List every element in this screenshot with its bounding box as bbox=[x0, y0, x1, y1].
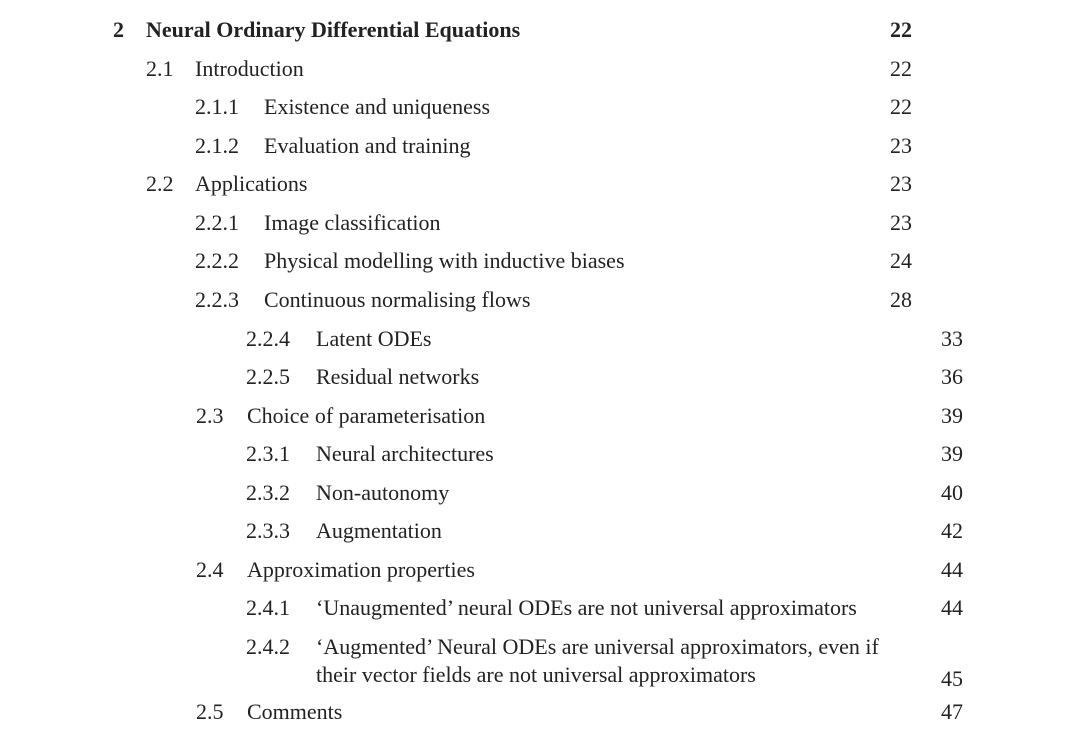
entry-page: 40 bbox=[941, 480, 963, 505]
entry-title: Continuous normalising flows bbox=[264, 287, 531, 312]
toc-entry-2-4[interactable]: 2.4 Approximation properties 44 bbox=[196, 556, 963, 584]
toc-entry-2-5[interactable]: 2.5 Comments 47 bbox=[196, 698, 963, 726]
entry-title: Comments bbox=[247, 699, 343, 724]
entry-page: 23 bbox=[890, 171, 912, 196]
chapter-page: 22 bbox=[890, 17, 912, 42]
entry-number: 2.2.4 bbox=[246, 326, 290, 351]
entry-number: 2.1.2 bbox=[195, 133, 239, 158]
entry-number: 2.4.1 bbox=[246, 595, 290, 620]
chapter-title: Neural Ordinary Differential Equations bbox=[146, 17, 521, 42]
entry-title: Applications bbox=[195, 171, 308, 196]
entry-page: 24 bbox=[890, 248, 912, 273]
entry-page: 44 bbox=[941, 595, 963, 620]
dot-leader bbox=[471, 479, 919, 507]
entry-page: 22 bbox=[890, 94, 912, 119]
dot-leader bbox=[492, 132, 868, 160]
entry-page: 47 bbox=[941, 699, 963, 724]
entry-number: 2.4 bbox=[196, 557, 224, 582]
entry-title-line-1: ‘Augmented’ Neural ODEs are universal ap… bbox=[316, 634, 879, 659]
entry-page: 42 bbox=[941, 518, 963, 543]
toc-entry-2-3-2[interactable]: 2.3.2 Non-autonomy 40 bbox=[246, 479, 963, 507]
toc-chapter-2[interactable]: 2 Neural Ordinary Differential Equations… bbox=[113, 16, 912, 44]
entry-title: Neural architectures bbox=[316, 441, 494, 466]
entry-page: 22 bbox=[890, 56, 912, 81]
toc-entry-2-3-3[interactable]: 2.3.3 Augmentation 42 bbox=[246, 517, 963, 545]
entry-title: Latent ODEs bbox=[316, 326, 432, 351]
dot-leader bbox=[630, 247, 868, 275]
entry-number: 2.2.1 bbox=[195, 210, 239, 235]
entry-number: 2.3.3 bbox=[246, 518, 290, 543]
entry-page: 45 bbox=[941, 666, 963, 691]
entry-title: Physical modelling with inductive biases bbox=[264, 248, 625, 273]
toc-entry-2-2-1[interactable]: 2.2.1 Image classification 23 bbox=[195, 209, 912, 237]
toc-entry-2-3[interactable]: 2.3 Choice of parameterisation 39 bbox=[196, 402, 963, 430]
toc-entry-2-3-1[interactable]: 2.3.1 Neural architectures 39 bbox=[246, 440, 963, 468]
entry-number: 2.2.5 bbox=[246, 364, 290, 389]
entry-page: 28 bbox=[890, 287, 912, 312]
entry-number: 2.5 bbox=[196, 699, 224, 724]
dot-leader bbox=[309, 55, 868, 83]
entry-number: 2.1 bbox=[146, 56, 174, 81]
dot-leader bbox=[496, 556, 919, 584]
entry-page: 33 bbox=[941, 326, 963, 351]
toc-entry-2-2-2[interactable]: 2.2.2 Physical modelling with inductive b… bbox=[195, 247, 912, 275]
toc-entry-2-2-4[interactable]: 2.2.4 Latent ODEs 33 bbox=[246, 325, 963, 353]
toc-entry-2-1[interactable]: 2.1 Introduction 22 bbox=[146, 55, 912, 83]
entry-number: 2.3.2 bbox=[246, 480, 290, 505]
dot-leader bbox=[552, 286, 868, 314]
entry-page: 44 bbox=[941, 557, 963, 582]
dot-leader bbox=[485, 363, 919, 391]
entry-title: Non-autonomy bbox=[316, 480, 450, 505]
entry-title: Existence and uniqueness bbox=[264, 94, 491, 119]
dot-leader bbox=[313, 170, 868, 198]
entry-page: 23 bbox=[890, 133, 912, 158]
entry-page: 39 bbox=[941, 403, 963, 428]
entry-title: Choice of parameterisation bbox=[247, 403, 486, 428]
toc-entry-2-4-2[interactable]: 2.4.2 ‘Augmented’ Neural ODEs are univers… bbox=[246, 633, 963, 693]
entry-page: 23 bbox=[890, 210, 912, 235]
entry-number: 2.3.1 bbox=[246, 441, 290, 466]
dot-leader bbox=[761, 661, 919, 689]
toc-entry-2-2-5[interactable]: 2.2.5 Residual networks 36 bbox=[246, 363, 963, 391]
toc-entry-2-1-2[interactable]: 2.1.2 Evaluation and training 23 bbox=[195, 132, 912, 160]
entry-page: 36 bbox=[941, 364, 963, 389]
toc-entry-2-1-1[interactable]: 2.1.1 Existence and uniqueness 22 bbox=[195, 93, 912, 121]
chapter-number: 2 bbox=[113, 17, 124, 42]
entry-title: Introduction bbox=[195, 56, 304, 81]
entry-title: Image classification bbox=[264, 210, 441, 235]
entry-title: Approximation properties bbox=[247, 557, 475, 582]
toc-entry-2-2-3[interactable]: 2.2.3 Continuous normalising flows 28 bbox=[195, 286, 912, 314]
entry-number: 2.3 bbox=[196, 403, 224, 428]
entry-page: 39 bbox=[941, 441, 963, 466]
entry-title: Evaluation and training bbox=[264, 133, 471, 158]
entry-number: 2.2.3 bbox=[195, 287, 239, 312]
entry-number: 2.2.2 bbox=[195, 248, 239, 273]
toc-entry-2-2[interactable]: 2.2 Applications 23 bbox=[146, 170, 912, 198]
dot-leader bbox=[512, 93, 868, 121]
entry-number: 2.2 bbox=[146, 171, 174, 196]
dot-leader bbox=[515, 440, 919, 468]
entry-title: ‘Unaugmented’ neural ODEs are not univer… bbox=[316, 595, 857, 620]
entry-title-line-2: their vector fields are not universal ap… bbox=[316, 662, 756, 687]
dot-leader bbox=[446, 209, 868, 237]
entry-title: Augmentation bbox=[316, 518, 442, 543]
toc-entry-2-4-1[interactable]: 2.4.1 ‘Unaugmented’ neural ODEs are not u… bbox=[246, 594, 963, 622]
dot-leader bbox=[348, 698, 919, 726]
dot-leader bbox=[491, 402, 919, 430]
entry-number: 2.1.1 bbox=[195, 94, 239, 119]
dot-leader bbox=[447, 517, 919, 545]
dot-leader bbox=[437, 325, 919, 353]
entry-number: 2.4.2 bbox=[246, 634, 290, 659]
entry-title: Residual networks bbox=[316, 364, 480, 389]
